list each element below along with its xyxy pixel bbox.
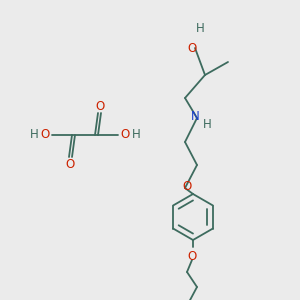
Text: H: H [196,22,204,34]
Text: O: O [188,250,196,263]
Text: H: H [132,128,140,142]
Text: O: O [182,179,192,193]
Text: N: N [190,110,200,122]
Text: O: O [120,128,130,142]
Text: O: O [40,128,50,142]
Text: H: H [202,118,211,130]
Text: O: O [188,41,196,55]
Text: O: O [66,158,75,170]
Text: H: H [30,128,38,142]
Text: O: O [95,100,104,112]
